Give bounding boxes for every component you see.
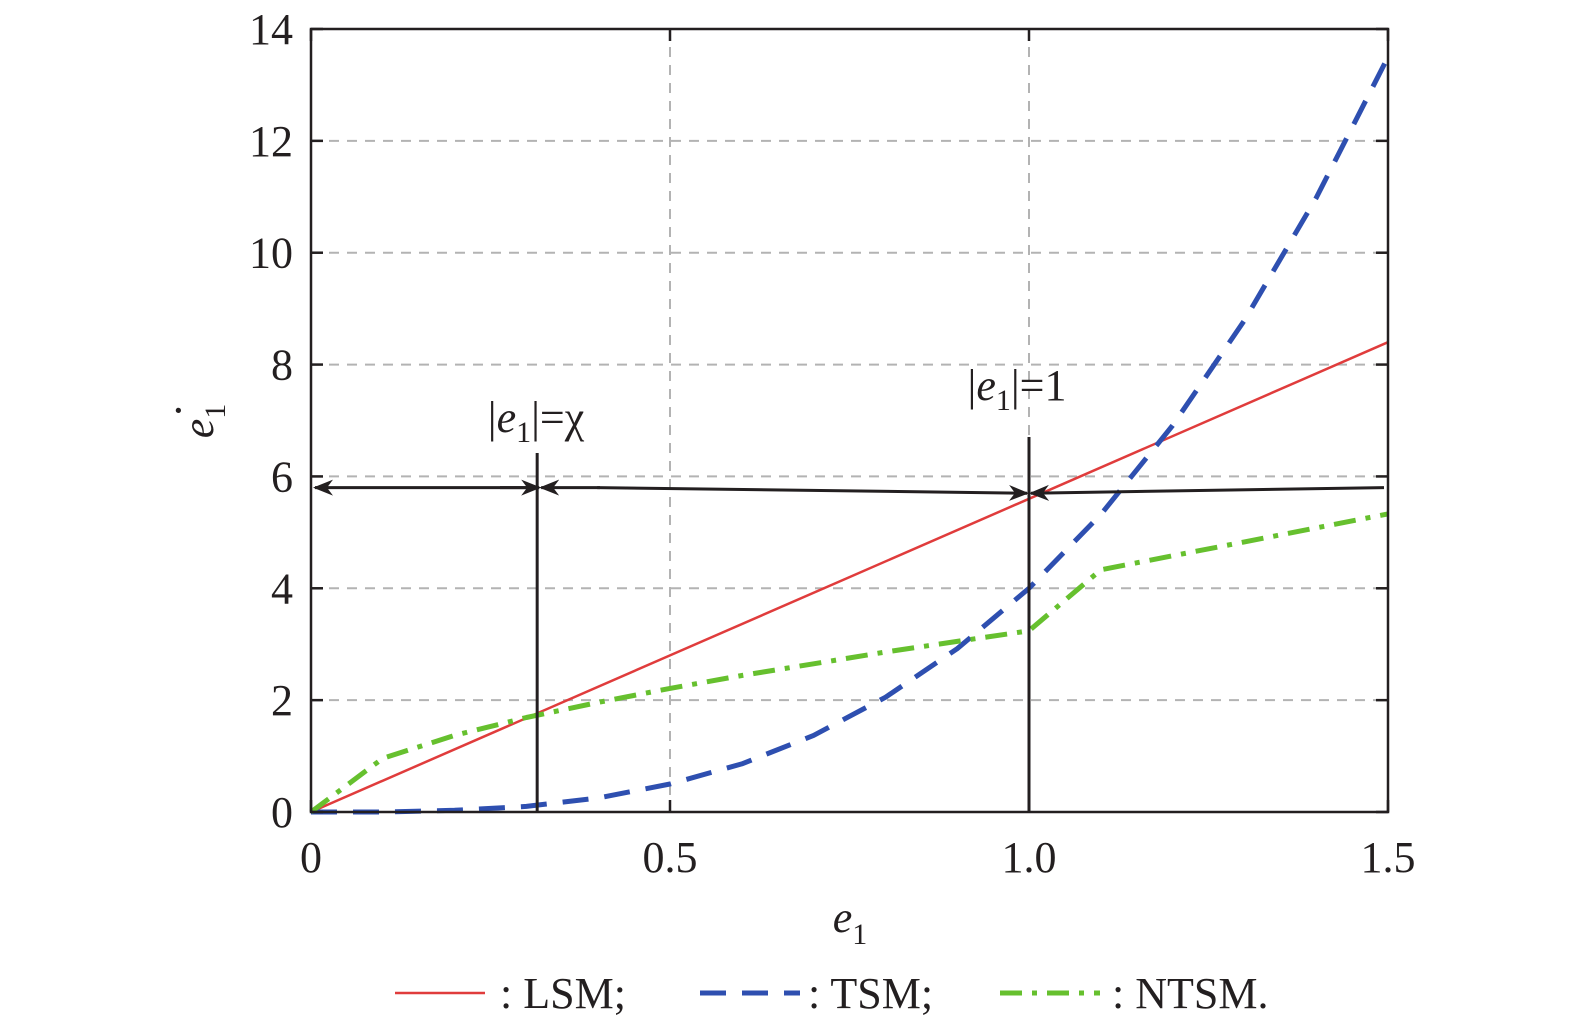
one-label-bar-left: | [968, 361, 977, 410]
legend: : LSM; : TSM; : NTSM. [395, 969, 1268, 1018]
x-tick-label: 1.0 [1002, 833, 1057, 882]
y-tick-label: 8 [271, 341, 293, 390]
one-label-var: e [976, 361, 996, 410]
one-label: |e1|=1 [968, 361, 1067, 417]
y-axis-title: e1· [154, 404, 232, 439]
x-axis-title: e1 [833, 893, 868, 951]
annotation-layer: |e1|=χ|e1|=1 [313, 361, 1385, 812]
y-tick-label: 0 [271, 788, 293, 837]
legend-label-3: : NTSM. [1112, 969, 1268, 1018]
ticks [309, 27, 1390, 814]
chi-label: |e1|=χ [488, 393, 585, 449]
series-layer [309, 55, 1391, 815]
arrow-right-to-one [597, 484, 1029, 501]
y-tick-label: 12 [249, 117, 293, 166]
legend-label-2: : TSM; [808, 969, 933, 1018]
one-label-suffix: |=1 [1011, 361, 1067, 410]
x-tick-label: 0.5 [643, 833, 698, 882]
legend-label-1: : LSM; [500, 969, 626, 1018]
y-tick-label: 14 [249, 5, 293, 54]
grid [311, 29, 1388, 812]
x-tick-label: 1.5 [1361, 833, 1416, 882]
chi-label-sub: 1 [516, 416, 531, 449]
tick-labels: 0 2 4 6 8 10 12 14 0 0.5 1.0 1.5 [249, 5, 1416, 882]
y-tick-label: 10 [249, 229, 293, 278]
y-tick-label: 4 [271, 564, 293, 613]
x-tick-label: 0 [300, 833, 322, 882]
x-axis-title-sub: 1 [852, 918, 867, 951]
y-tick-label: 2 [271, 676, 293, 725]
one-label-sub: 1 [996, 384, 1011, 417]
y-axis-title-dot: · [154, 406, 203, 417]
series-line-1 [310, 341, 1389, 814]
chi-label-var: e [497, 393, 517, 442]
plot-frame [309, 27, 1390, 814]
y-tick-label: 6 [271, 452, 293, 501]
x-axis-title-var: e [833, 893, 853, 942]
chi-label-suffix: |=χ [531, 393, 585, 442]
arrow-left-to-one [1029, 484, 1385, 501]
series-line-2 [311, 55, 1391, 815]
y-axis-title-sub: 1 [199, 404, 232, 419]
chi-label-bar-left: | [488, 393, 497, 442]
series-line-3 [309, 511, 1389, 815]
y-axis-title-text: e1 [174, 404, 232, 439]
y-axis-title-var: e [174, 419, 223, 439]
